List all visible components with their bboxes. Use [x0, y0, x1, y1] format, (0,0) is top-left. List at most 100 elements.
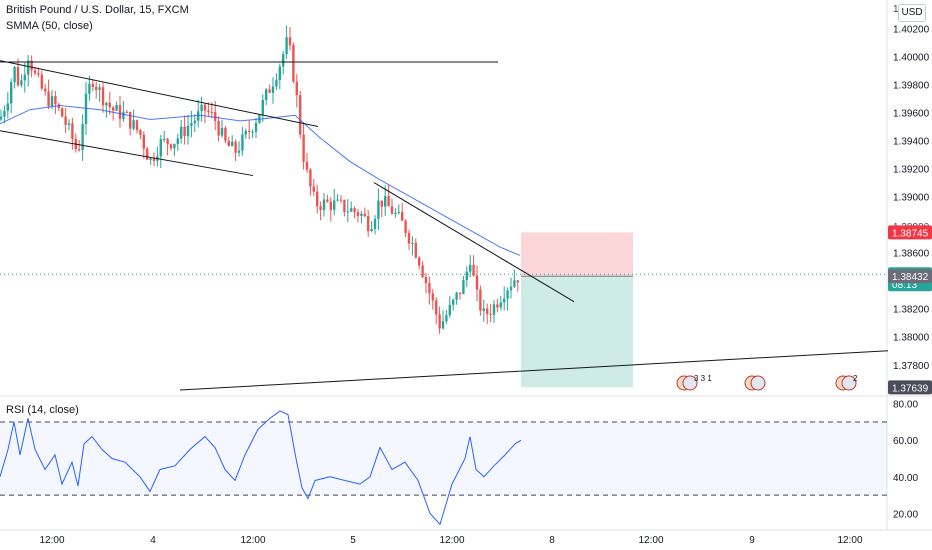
rsi-tick-label: 20.00: [893, 509, 918, 520]
candle: [509, 286, 513, 291]
candle: [428, 283, 431, 294]
price-tick-label: 1.39800: [893, 80, 930, 91]
candle: [234, 141, 237, 153]
candle: [237, 150, 241, 153]
candle: [139, 129, 142, 135]
candle: [214, 112, 217, 121]
candle: [302, 134, 305, 162]
price-tick-label: 1.38600: [893, 249, 930, 260]
candle: [407, 233, 411, 244]
event-flags-3: 2: [835, 374, 858, 391]
candle: [312, 186, 315, 192]
rsi-legend: RSI (14, close): [6, 404, 79, 416]
candle: [91, 83, 94, 87]
candle: [506, 290, 509, 299]
candle: [152, 158, 156, 161]
candle: [513, 280, 516, 287]
candle: [492, 304, 496, 315]
candle: [336, 199, 339, 201]
candle: [326, 199, 329, 202]
candle: [516, 280, 519, 283]
price-tick-label: 1.39400: [893, 137, 930, 148]
candle: [288, 37, 292, 46]
candle: [455, 292, 458, 300]
candle: [122, 111, 125, 119]
candle: [88, 83, 91, 94]
rsi-band-fill: [0, 421, 887, 496]
candle: [482, 308, 485, 311]
candle: [37, 73, 40, 75]
candle: [265, 89, 268, 101]
candle: [57, 104, 60, 109]
candle: [387, 195, 390, 207]
candle: [6, 103, 9, 111]
candle: [360, 213, 363, 216]
candle: [295, 81, 298, 96]
time-tick-label: 12:00: [240, 535, 265, 546]
candle: [339, 199, 343, 201]
candle: [431, 293, 434, 301]
candle: [0, 116, 3, 120]
chart-title: British Pound / U.S. Dollar, 15, FXCM: [6, 4, 189, 16]
candle: [499, 302, 502, 308]
candle: [479, 289, 482, 311]
candle: [377, 200, 380, 219]
candle: [448, 304, 451, 316]
candle: [350, 208, 353, 212]
candle: [186, 125, 190, 137]
time-tick-label: 12:00: [837, 535, 862, 546]
time-tick-label: 9: [749, 535, 755, 546]
candle: [441, 321, 445, 329]
candle: [3, 110, 6, 117]
candle: [346, 211, 349, 213]
price-tick-label: 1.38000: [893, 333, 930, 344]
price-tick-label: 1.39000: [893, 193, 930, 204]
candle: [132, 120, 135, 129]
stop-loss-label: [888, 225, 932, 240]
candle: [244, 130, 247, 135]
candle: [210, 112, 213, 114]
candle: [435, 300, 438, 315]
event-count: 3 3 1: [694, 374, 712, 383]
candle: [98, 87, 101, 90]
candle: [353, 208, 356, 213]
price-tick-label: 1.40200: [893, 24, 930, 35]
flag-icon: [750, 375, 766, 391]
candle: [469, 264, 472, 272]
candle: [411, 242, 414, 244]
channel-lower: [0, 130, 254, 177]
candle: [169, 144, 173, 149]
candle: [404, 220, 407, 234]
target-price-label: [888, 380, 932, 395]
candle: [373, 218, 377, 229]
time-tick-label: 4: [150, 535, 156, 546]
candle: [316, 191, 319, 207]
candle: [183, 126, 186, 137]
candle: [401, 211, 404, 221]
candle: [16, 66, 20, 86]
candle: [292, 45, 295, 82]
time-tick-label: 12:00: [39, 535, 64, 546]
candle: [390, 206, 394, 214]
candle: [299, 95, 302, 135]
candle: [190, 123, 193, 126]
rsi-line: [0, 410, 522, 526]
candle: [220, 127, 224, 136]
candle: [465, 271, 468, 281]
candle: [105, 102, 108, 106]
time-tick-label: 12:00: [439, 535, 464, 546]
flag-icon: [841, 375, 857, 391]
candle: [248, 130, 251, 132]
currency-button[interactable]: USD: [898, 4, 926, 22]
time-tick-label: 8: [549, 535, 555, 546]
candle: [71, 123, 74, 139]
candle: [275, 79, 278, 87]
candle: [227, 140, 230, 147]
candle: [384, 195, 387, 207]
price-tick-label: 1.39600: [893, 109, 930, 120]
candle: [40, 74, 43, 89]
candle: [445, 315, 448, 322]
entry-price-label: [888, 269, 932, 284]
candle: [78, 149, 81, 151]
